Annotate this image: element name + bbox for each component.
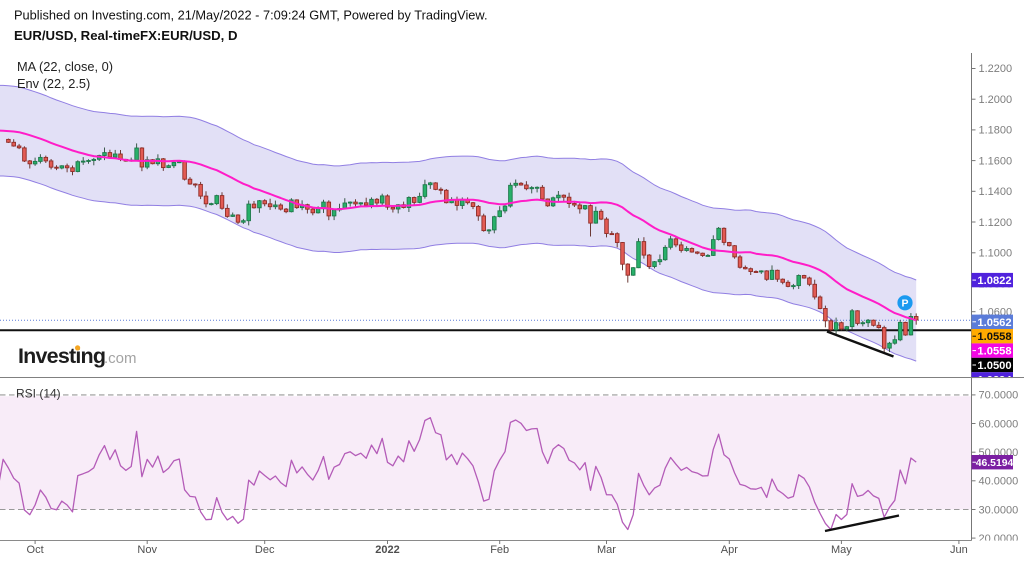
svg-text:1.2000: 1.2000 — [979, 94, 1013, 106]
svg-text:60.0000: 60.0000 — [979, 418, 1019, 430]
svg-text:Published on Investing.com, 21: Published on Investing.com, 21/May/2022 … — [14, 8, 488, 23]
svg-text:1.1800: 1.1800 — [979, 125, 1013, 137]
svg-text:46.5194: 46.5194 — [976, 458, 1014, 469]
svg-text:1.1200: 1.1200 — [979, 217, 1013, 229]
svg-text:Jun: Jun — [950, 544, 968, 556]
svg-text:1.1000: 1.1000 — [979, 248, 1013, 260]
svg-text:2022: 2022 — [375, 544, 399, 556]
svg-text:.com: .com — [104, 350, 137, 367]
svg-text:Investing: Investing — [18, 344, 105, 368]
svg-text:Oct: Oct — [27, 544, 44, 556]
svg-text:1.0822: 1.0822 — [977, 275, 1011, 287]
svg-text:1.2200: 1.2200 — [979, 63, 1013, 75]
svg-text:1.0562: 1.0562 — [977, 317, 1011, 329]
svg-text:Feb: Feb — [490, 544, 509, 556]
svg-text:1.1400: 1.1400 — [979, 186, 1013, 198]
svg-text:Nov: Nov — [137, 544, 157, 556]
svg-text:Dec: Dec — [255, 544, 275, 556]
svg-text:P: P — [901, 298, 908, 310]
svg-text:May: May — [831, 544, 852, 556]
svg-text:70.0000: 70.0000 — [979, 390, 1019, 402]
svg-text:Apr: Apr — [721, 544, 738, 556]
svg-text:1.0558: 1.0558 — [977, 346, 1011, 358]
svg-text:1.0500: 1.0500 — [977, 360, 1011, 372]
svg-text:40.0000: 40.0000 — [979, 476, 1019, 488]
svg-text:RSI (14): RSI (14) — [16, 387, 61, 401]
svg-text:30.0000: 30.0000 — [979, 504, 1019, 516]
svg-text:Mar: Mar — [597, 544, 616, 556]
svg-text:Env (22, 2.5): Env (22, 2.5) — [17, 76, 90, 91]
svg-text:MA (22, close, 0): MA (22, close, 0) — [17, 59, 113, 74]
svg-text:1.0558: 1.0558 — [977, 331, 1011, 343]
svg-text:EUR/USD, Real-timeFX:EUR/USD,: EUR/USD, Real-timeFX:EUR/USD, D — [14, 28, 238, 43]
svg-text:1.1600: 1.1600 — [979, 155, 1013, 167]
